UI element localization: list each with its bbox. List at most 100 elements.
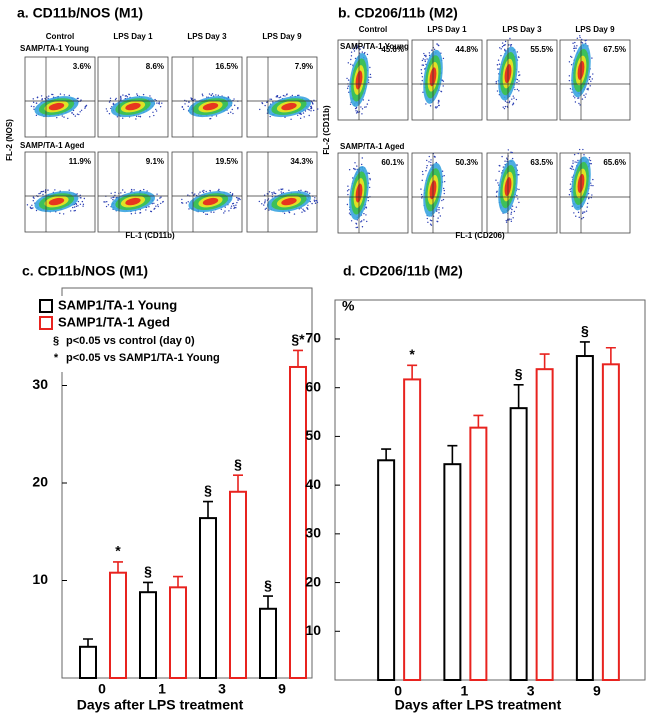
event-dot [264,208,267,210]
x-axis-label: Days after LPS treatment [395,697,562,713]
event-dot [577,211,580,214]
event-dot [519,74,521,76]
event-dot [296,94,299,97]
event-dot [579,104,581,106]
event-dot [587,89,589,91]
event-dot [574,41,576,44]
event-dot [103,201,105,203]
event-dot [425,55,427,58]
bar [509,407,528,681]
event-dot [278,189,280,191]
event-dot [283,212,286,215]
event-dot [36,96,39,99]
event-dot [157,205,159,208]
error-bar [233,474,243,492]
event-dot [431,49,433,51]
event-dot [369,178,371,181]
event-dot [588,159,590,161]
event-dot [235,207,237,209]
event-dot [367,199,369,202]
event-dot [420,188,422,190]
event-dot [46,96,48,98]
x-tick-label: 3 [218,681,226,697]
event-dot [429,105,432,107]
event-dot [363,219,365,221]
event-dot [61,115,63,117]
event-dot [270,98,273,100]
bar [377,459,396,681]
event-dot [347,193,349,196]
event-dot [370,76,372,79]
event-dot [38,192,40,195]
error-bar [263,595,273,609]
event-dot [355,45,357,47]
event-dot [508,218,510,220]
flow-plot [337,152,409,234]
event-dot [574,101,577,103]
event-dot [116,116,119,118]
event-dot [303,116,305,118]
event-dot [495,80,497,83]
event-dot [78,113,80,116]
event-dot [68,189,70,191]
legend-label: SAMP1/TA-1 Aged [58,314,170,329]
event-dot [80,99,82,101]
significance-mark: § [234,456,242,472]
event-dot [72,109,75,112]
event-dot [428,52,431,54]
event-dot [81,200,84,203]
event-dot [42,190,45,193]
event-dot [364,106,366,108]
event-dot [281,188,283,191]
event-dot [583,154,585,156]
event-dot [136,94,139,97]
event-dot [570,168,573,170]
event-dot [592,184,594,187]
x-tick-label: 3 [527,683,535,699]
event-dot [228,210,230,212]
event-dot [581,42,584,44]
event-dot [115,97,117,100]
event-dot [516,51,518,53]
event-dot [574,97,576,99]
event-dot [498,63,501,65]
event-dot [274,192,277,195]
event-dot [187,201,189,203]
event-dot [139,212,142,214]
event-dot [516,78,519,81]
event-dot [237,106,239,109]
event-dot [514,88,516,91]
event-dot [120,97,122,99]
event-dot [300,113,302,115]
event-dot [108,113,111,115]
event-dot [442,207,444,209]
event-dot [355,112,358,114]
event-dot [438,212,440,214]
event-dot [122,94,124,96]
error-bar [513,383,524,409]
event-dot [122,117,124,119]
note-symbol: § [53,335,59,347]
event-dot [237,197,239,199]
event-dot [110,107,112,110]
event-dot [430,224,433,226]
event-dot [84,107,86,109]
event-dot [275,96,277,98]
event-dot [33,106,35,108]
event-dot [586,88,588,90]
event-dot [579,35,581,37]
column-label: LPS Day 1 [113,32,153,41]
event-dot [422,91,424,93]
percent-label: 19.5% [215,157,238,166]
bar [169,586,187,680]
bar [575,355,594,681]
percent-label: 34.3% [290,157,313,166]
percent-label: 8.6% [146,62,164,71]
event-dot [153,114,155,117]
event-dot [504,100,507,102]
event-dot [309,200,311,203]
event-dot [107,204,110,206]
event-dot [428,155,430,158]
event-dot [155,205,157,207]
event-dot [355,222,357,225]
